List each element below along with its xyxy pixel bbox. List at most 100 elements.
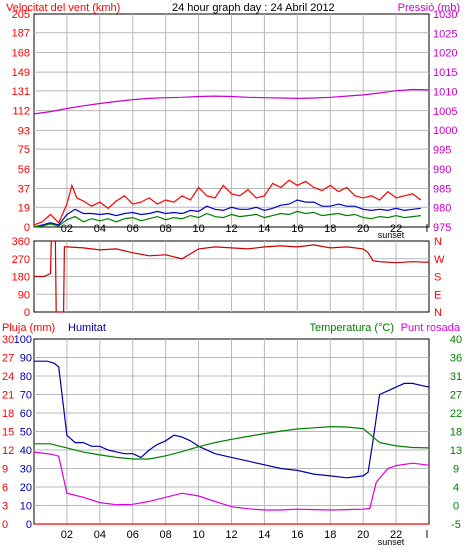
humidity-tick-label: 30: [20, 464, 32, 476]
wind-tick-label: 168: [12, 47, 30, 59]
temperature-tick-label: 36: [450, 353, 462, 365]
wind-tick-label: 37: [18, 184, 30, 196]
temperature-tick-label: 9: [453, 464, 459, 476]
wind-line: [33, 179, 422, 226]
humidity-tick-label: 90: [20, 353, 32, 365]
temperature-tick-label: 40: [450, 334, 462, 346]
time-tick-label: 10: [192, 223, 204, 235]
rain-tick-label: 18: [2, 408, 14, 420]
wind-tick-label: 131: [12, 86, 30, 98]
time-tick-label: 14: [258, 223, 270, 235]
time-tick-label: 02: [61, 529, 73, 541]
time-tick-label: 16: [291, 223, 303, 235]
compass-tick-label: E: [434, 289, 441, 301]
wind-tick-label: 149: [12, 67, 30, 79]
temperature-tick-label: 0: [453, 501, 459, 513]
humidity-tick-label: 50: [20, 427, 32, 439]
time-tick-label: 06: [127, 223, 139, 235]
humidity-line: [34, 360, 430, 479]
rain-humidity-time-ticks: 02 04 06 08 10 12 14 16 18 20 22 l: [61, 529, 428, 541]
time-tick-label: 20: [357, 223, 369, 235]
dewpoint-axis-label: Punt rosada: [401, 322, 461, 334]
gust-line: [33, 199, 421, 228]
rain-tick-label: 24: [2, 371, 14, 383]
rain-tick-label: 27: [2, 353, 14, 365]
rain-tick-label: 15: [2, 427, 14, 439]
wind-tick-label: 205: [12, 9, 30, 21]
wind-axis-ticks: 0 19 37 56 75 93 112 131 149 168 187 205: [12, 9, 30, 234]
humidity-axis-label: Humitat: [68, 322, 106, 334]
wind-tick-label: 93: [18, 125, 30, 137]
compass-tick-label: N: [434, 307, 442, 319]
wind-tick-label: 56: [18, 164, 30, 176]
time-tick-label: 14: [258, 529, 270, 541]
wind-pressure-series: [33, 88, 430, 228]
temperature-axis-label: Temperatura (°C): [310, 322, 394, 334]
wind-pressure-time-ticks: 02 04 06 08 10 12 14 16 18 20 22 l: [61, 223, 428, 235]
rain-tick-label: 9: [2, 464, 8, 476]
direction-line: [34, 240, 430, 313]
temperature-line: [34, 425, 430, 460]
pressure-tick-label: 975: [433, 222, 451, 234]
humidity-tick-label: 10: [20, 501, 32, 513]
pressure-axis-label: Pressió (mb): [398, 2, 460, 14]
pressure-tick-label: 1025: [433, 28, 457, 40]
temperature-tick-label: -5: [451, 519, 461, 531]
time-tick-label: 04: [94, 223, 106, 235]
direction-tick-label: 180: [12, 272, 30, 284]
wind_avg-line: [33, 210, 421, 228]
pressure-tick-label: 995: [433, 145, 451, 157]
time-end-tick: l: [426, 223, 428, 235]
temperature-tick-label: 18: [450, 427, 462, 439]
pressure-tick-label: 1000: [433, 125, 457, 137]
humidity-tick-label: 80: [20, 371, 32, 383]
rain-tick-label: 30: [2, 334, 14, 346]
pressure-axis-ticks: 975 980 985 990 995 1000 1005 1010 1015 1020 1025 1…: [433, 9, 457, 234]
humidity-tick-label: 0: [26, 519, 32, 531]
rain-tick-label: 21: [2, 390, 14, 402]
direction-tick-label: 360: [12, 236, 30, 248]
temperature-tick-label: 4: [453, 482, 459, 494]
humidity-tick-label: 20: [20, 482, 32, 494]
time-tick-label: 06: [127, 529, 139, 541]
time-tick-label: 12: [225, 529, 237, 541]
time-tick-label: 16: [291, 529, 303, 541]
pressure-tick-label: 1015: [433, 67, 457, 79]
temperature-tick-label: 27: [450, 390, 462, 402]
pressure-tick-label: 985: [433, 183, 451, 195]
time-end-tick: l: [426, 529, 428, 541]
time-tick-label: 02: [61, 223, 73, 235]
direction-tick-label: 270: [12, 254, 30, 266]
sunset-marker-lower: sunset: [378, 537, 405, 547]
humidity-tick-label: 40: [20, 445, 32, 457]
wind-pressure-grid: [34, 14, 429, 227]
pressure-tick-label: 1010: [433, 86, 457, 98]
pressure-line: [33, 88, 430, 115]
wind-tick-label: 0: [24, 222, 30, 234]
humidity-tick-label: 70: [20, 390, 32, 402]
compass-tick-label: W: [434, 254, 445, 266]
temperature-tick-label: 31: [450, 371, 462, 383]
rain-axis-label: Pluja (mm): [2, 322, 55, 334]
pressure-tick-label: 980: [433, 203, 451, 215]
humidity-tick-label: 60: [20, 408, 32, 420]
pressure-tick-label: 990: [433, 164, 451, 176]
rain-humidity-temp-panel: Pluja (mm) Humitat Temperatura (°C) Punt…: [2, 322, 462, 547]
time-tick-label: 18: [324, 223, 336, 235]
wind-tick-label: 19: [18, 202, 30, 214]
time-tick-label: 18: [324, 529, 336, 541]
dewpoint-line: [33, 451, 430, 511]
graph-title: 24 hour graph day : 24 Abril 2012: [172, 2, 335, 14]
compass-tick-label: N: [434, 236, 442, 248]
pressure-tick-label: 1020: [433, 48, 457, 60]
time-tick-label: 12: [225, 223, 237, 235]
time-tick-label: 08: [160, 529, 172, 541]
time-tick-label: 10: [192, 529, 204, 541]
time-tick-label: 22: [390, 529, 402, 541]
